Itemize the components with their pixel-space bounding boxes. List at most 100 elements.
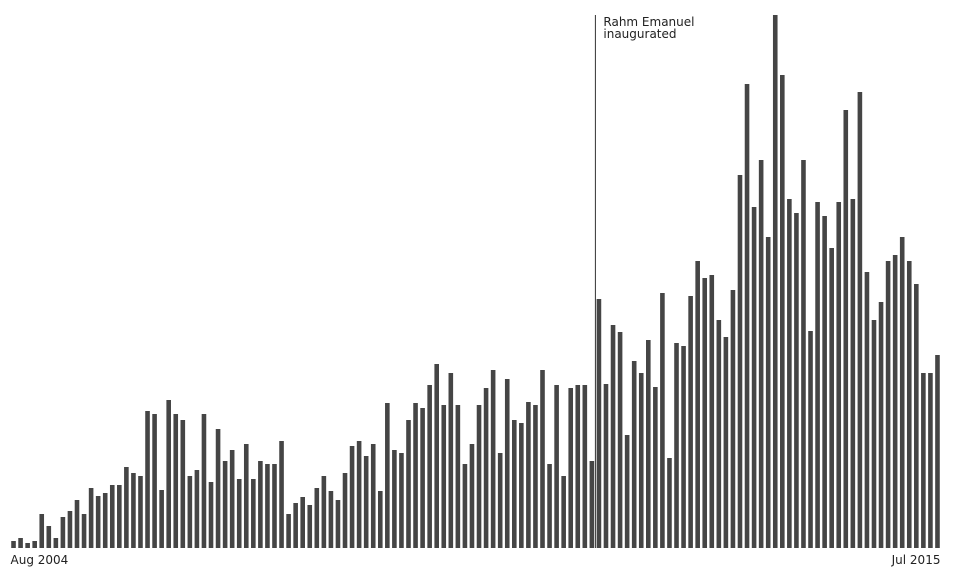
bar bbox=[660, 293, 665, 548]
bar bbox=[448, 373, 454, 548]
bar bbox=[638, 373, 644, 548]
bar bbox=[822, 216, 827, 548]
bar bbox=[540, 370, 545, 548]
bar bbox=[356, 441, 362, 548]
bar bbox=[194, 470, 200, 548]
bar bbox=[892, 255, 898, 548]
bar bbox=[462, 464, 468, 548]
bar bbox=[265, 464, 270, 548]
bar bbox=[702, 278, 708, 548]
bar bbox=[603, 384, 609, 548]
bar bbox=[780, 75, 785, 548]
bar bbox=[152, 414, 157, 548]
bar bbox=[765, 237, 771, 548]
bar bbox=[885, 261, 891, 548]
bar bbox=[935, 355, 940, 548]
bar bbox=[300, 497, 306, 548]
bar bbox=[236, 479, 242, 548]
annotation-text: Rahm Emanuel bbox=[603, 15, 694, 29]
bar bbox=[272, 464, 277, 548]
bar bbox=[222, 461, 228, 548]
bar bbox=[208, 482, 214, 548]
bar bbox=[413, 403, 418, 548]
bar bbox=[46, 526, 52, 548]
bar bbox=[547, 464, 552, 548]
bar bbox=[385, 403, 390, 548]
bar bbox=[772, 15, 778, 548]
bar bbox=[363, 456, 369, 548]
bar bbox=[117, 485, 122, 548]
bar bbox=[95, 496, 101, 548]
bar bbox=[723, 337, 729, 548]
bar bbox=[180, 420, 186, 548]
bar bbox=[928, 373, 933, 548]
bar bbox=[173, 414, 179, 548]
bar bbox=[427, 385, 432, 548]
bar bbox=[914, 284, 919, 548]
bar bbox=[645, 340, 651, 548]
bar bbox=[787, 199, 792, 548]
bar bbox=[582, 385, 588, 548]
bar bbox=[377, 491, 383, 548]
bar bbox=[850, 199, 856, 548]
bar bbox=[554, 385, 559, 548]
bar bbox=[39, 514, 45, 548]
bar bbox=[801, 160, 806, 548]
bar bbox=[88, 488, 94, 548]
bar bbox=[166, 400, 171, 548]
bar bbox=[392, 450, 397, 548]
bar bbox=[81, 514, 87, 548]
bar bbox=[575, 385, 581, 548]
bar bbox=[243, 444, 249, 548]
bar bbox=[434, 364, 440, 548]
bar bbox=[342, 473, 348, 548]
bar bbox=[201, 414, 207, 548]
bar bbox=[335, 500, 341, 548]
bar bbox=[716, 320, 722, 548]
bar bbox=[589, 461, 595, 548]
bar bbox=[53, 538, 59, 548]
bar bbox=[67, 511, 73, 548]
bar bbox=[730, 290, 736, 548]
annotation-text: inaugurated bbox=[603, 27, 676, 41]
bar bbox=[857, 92, 863, 548]
bar bbox=[124, 467, 129, 548]
bar bbox=[314, 488, 320, 548]
bar bbox=[32, 541, 37, 548]
bar bbox=[251, 479, 256, 548]
bar bbox=[483, 388, 489, 548]
bar bbox=[906, 261, 912, 548]
bar bbox=[561, 476, 566, 548]
bar bbox=[279, 441, 284, 548]
x-tick-label: Aug 2004 bbox=[11, 553, 69, 567]
bar bbox=[18, 538, 23, 548]
bar bbox=[829, 248, 834, 548]
bar bbox=[653, 387, 658, 548]
bar bbox=[688, 296, 693, 548]
bar bbox=[102, 493, 108, 548]
bar bbox=[497, 453, 503, 548]
bar bbox=[709, 275, 715, 548]
bar bbox=[258, 461, 263, 548]
bar bbox=[815, 202, 820, 548]
bar bbox=[406, 420, 411, 548]
bar bbox=[321, 476, 327, 548]
bar bbox=[504, 379, 510, 548]
bar bbox=[624, 435, 630, 548]
bar bbox=[11, 541, 16, 548]
bar bbox=[25, 543, 30, 548]
bar bbox=[878, 302, 884, 548]
bar bbox=[469, 444, 475, 548]
bar bbox=[617, 332, 623, 548]
bar bbox=[490, 370, 496, 548]
bar bbox=[596, 299, 602, 548]
bar bbox=[533, 405, 538, 548]
bar bbox=[843, 110, 849, 548]
bar bbox=[109, 485, 115, 548]
bar bbox=[519, 423, 524, 548]
bar bbox=[215, 429, 221, 548]
bar bbox=[138, 476, 143, 548]
bar bbox=[921, 373, 926, 548]
bar bbox=[808, 331, 813, 548]
